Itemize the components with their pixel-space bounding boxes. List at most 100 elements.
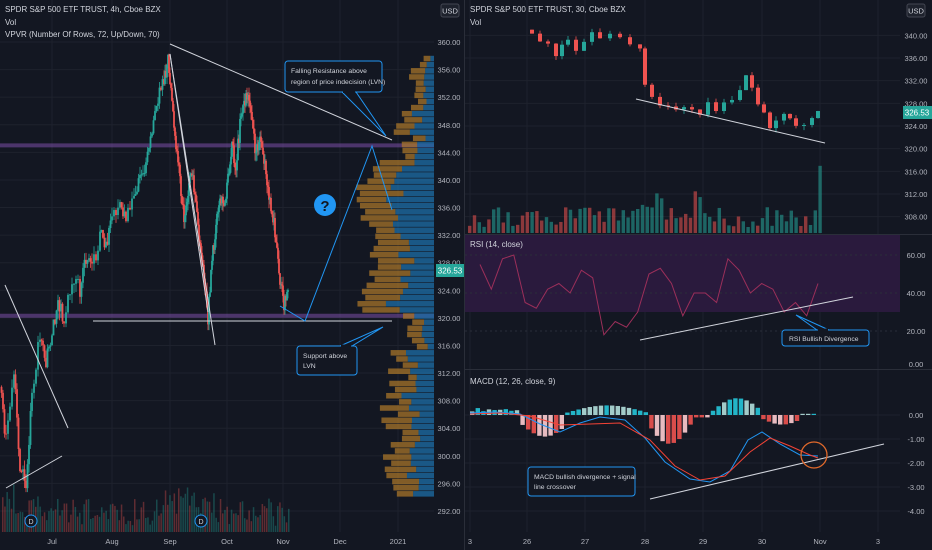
- rsi-ticks: 60.00 40.00 20.00 0.00: [907, 251, 926, 369]
- vp-row-down: [372, 166, 402, 172]
- macd-callout-line1: MACD bullish divergence + signal: [534, 474, 636, 481]
- rsi-axis[interactable]: [900, 235, 932, 368]
- vp-row-down: [375, 233, 401, 240]
- vp-row-up: [409, 448, 434, 454]
- macd-histogram-bar: [537, 415, 542, 436]
- right-time-axis[interactable]: [465, 532, 932, 550]
- vp-row-down: [365, 294, 401, 301]
- left-volume-bar: [178, 488, 180, 532]
- macd-crossover-circle[interactable]: [800, 441, 828, 469]
- right-candle-body: [538, 33, 542, 42]
- vp-row-up: [426, 61, 434, 68]
- right-trendline[interactable]: [635, 98, 826, 144]
- left-volume-bar: [263, 506, 266, 532]
- vp-row-down: [402, 429, 419, 436]
- left-time-tick: Jul: [47, 537, 57, 546]
- left-time-axis[interactable]: [0, 532, 464, 550]
- left-candle-body: [136, 191, 138, 195]
- rsi-band: [465, 235, 900, 312]
- left-volume-bar: [123, 516, 125, 532]
- vp-row-down: [396, 356, 408, 362]
- rsi-tick: 40.00: [907, 289, 926, 298]
- dividend-marker-icon[interactable]: [24, 514, 38, 528]
- macd-histogram-bar: [800, 413, 805, 415]
- left-candle-body: [184, 215, 186, 223]
- left-candle-body: [244, 100, 246, 106]
- left-price-tick: 296.00: [438, 479, 461, 488]
- macd-histogram-bar: [778, 415, 783, 425]
- left-volume-bar: [147, 517, 149, 532]
- left-volume-bar: [46, 520, 48, 532]
- left-volume-bar: [156, 499, 158, 532]
- left-candle-body: [9, 406, 11, 421]
- left-candle-body: [260, 136, 262, 142]
- macd-callout-line2: line crossover: [534, 484, 577, 491]
- left-volume-bar: [112, 503, 114, 532]
- left-volume-bar: [8, 498, 11, 532]
- resistance-callout[interactable]: [284, 60, 383, 93]
- left-candle-body: [206, 291, 208, 308]
- macd-axis[interactable]: [900, 370, 932, 532]
- left-candle-body: [100, 230, 103, 232]
- left-volume-bar: [125, 524, 127, 532]
- right-volume-bar: [607, 208, 611, 233]
- left-candle-body: [259, 136, 261, 143]
- macd-callout[interactable]: [527, 466, 636, 497]
- right-title: SPDR S&P 500 ETF TRUST, 30, Cboe BZX: [470, 5, 626, 14]
- left-volume-bar: [107, 519, 110, 532]
- left-candle-body: [73, 283, 75, 285]
- support-callout[interactable]: [296, 345, 358, 376]
- right-usd-badge[interactable]: [906, 3, 926, 18]
- left-candle-body: [220, 198, 222, 204]
- pointer-mask: [343, 90, 355, 93]
- right-price-tick: 324.00: [905, 122, 928, 131]
- macd-tick: -1.00: [907, 435, 924, 444]
- volume-profile: [356, 55, 434, 497]
- rsi-trendline[interactable]: [639, 296, 854, 341]
- question-icon[interactable]: [314, 194, 336, 216]
- left-candle-body: [215, 224, 217, 240]
- right-volume-bar: [693, 191, 697, 233]
- vp-row-down: [399, 399, 412, 405]
- right-volume-bar: [684, 213, 688, 233]
- left-volume-bar: [184, 493, 187, 532]
- left-volume-bar: [268, 498, 270, 532]
- macd-line: [469, 411, 819, 483]
- left-candle-body: [97, 250, 99, 261]
- dividend-marker-icon[interactable]: [194, 514, 208, 528]
- left-volume-bar: [169, 495, 171, 532]
- left-candle-body: [113, 210, 115, 217]
- right-volume-bar: [540, 220, 544, 233]
- left-usd-badge[interactable]: [440, 3, 460, 18]
- left-candle-body: [16, 389, 18, 418]
- left-candle-body: [123, 211, 126, 217]
- left-volume-bar: [74, 506, 77, 532]
- left-volume-bar: [191, 495, 193, 532]
- right-volume-bar: [492, 209, 496, 233]
- left-candle-body: [49, 345, 52, 347]
- right-price-tick: 308.00: [905, 213, 928, 222]
- left-candle-body: [234, 162, 236, 168]
- macd-trendline[interactable]: [649, 443, 885, 500]
- left-volume-bar: [96, 515, 99, 532]
- left-candle-body: [117, 207, 119, 216]
- left-candle-body: [155, 105, 158, 112]
- left-candle-body: [7, 420, 9, 434]
- left-candle-body: [223, 202, 225, 206]
- left-candle-body: [145, 162, 147, 174]
- left-price-tick: 332.00: [438, 231, 461, 240]
- left-candle-body: [174, 127, 176, 136]
- left-candle-body: [75, 279, 77, 284]
- left-volume-bar: [120, 504, 123, 532]
- vp-row-up: [410, 460, 434, 466]
- right-time-tick: Nov: [813, 537, 827, 546]
- macd-histogram-bar: [733, 398, 738, 415]
- vp-row-down: [373, 245, 410, 252]
- vp-row-down: [377, 264, 402, 270]
- left-candle-body: [265, 160, 267, 175]
- left-candle-body: [248, 94, 250, 101]
- right-candle-body: [566, 39, 570, 45]
- left-candle-body: [139, 175, 141, 179]
- right-candle-body: [608, 33, 612, 39]
